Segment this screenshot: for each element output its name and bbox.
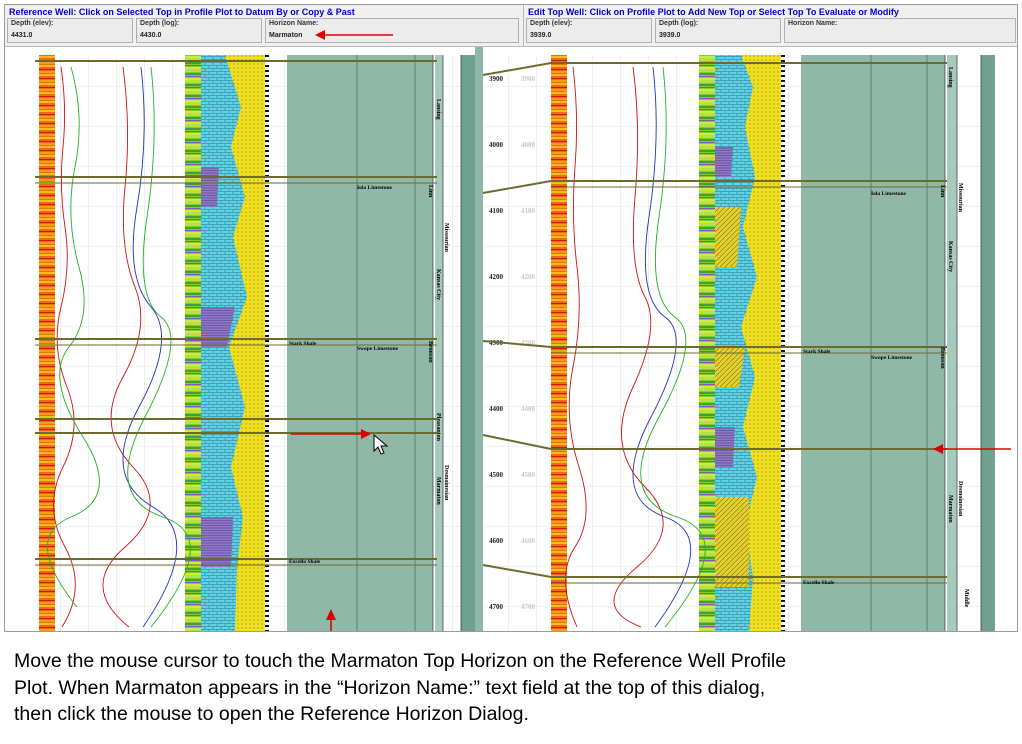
- ref-column-label: Lansing: [435, 99, 441, 120]
- edit-column-label: Marmaton: [947, 495, 953, 523]
- arrow-to-reference-panel: [326, 609, 336, 631]
- annotation-arrows: [291, 429, 1011, 631]
- edit-column-label: Linn: [939, 185, 945, 198]
- instruction-caption: Move the mouse cursor to touch the Marma…: [14, 648, 1004, 728]
- edit-well-plot[interactable]: 3900 4000 4100 4200 4300 4400 4500 4600 …: [482, 55, 995, 631]
- field-label: Depth (log):: [140, 20, 180, 27]
- edit-depth-log-field[interactable]: Depth (log): 3939.0: [655, 18, 781, 43]
- depth-tick-label: 4400: [521, 405, 536, 413]
- edit-column-label: Kansas City: [947, 241, 953, 272]
- edit-top-label[interactable]: Excello Shale: [803, 580, 835, 586]
- depth-tick-label: 4700: [489, 603, 504, 611]
- field-label: Depth (log):: [659, 20, 699, 27]
- ref-top-label[interactable]: Swope Limestone: [357, 346, 399, 352]
- ref-column-label: Marmaton: [435, 477, 441, 505]
- ref-column-label: Linn: [427, 185, 433, 198]
- ref-column-label: Missourian: [443, 223, 449, 253]
- depth-tick-label: 4100: [521, 207, 536, 215]
- caption-line: Plot. When Marmaton appears in the “Hori…: [14, 676, 766, 699]
- depth-tick-label: 4500: [521, 471, 536, 479]
- depth-tick-label: 4600: [489, 537, 504, 545]
- ref-column-label: Desmoinesian: [443, 465, 449, 501]
- ref-top-label[interactable]: Iola Limestone: [357, 185, 393, 191]
- mouse-pointer-icon: [373, 434, 389, 455]
- ref-top-label[interactable]: Stark Shale: [289, 341, 317, 347]
- depth-tick-label: 3900: [489, 75, 504, 83]
- reference-well-title: Reference Well: Click on Selected Top in…: [9, 7, 355, 17]
- edit-top-label[interactable]: Stark Shale: [803, 349, 831, 355]
- caption-line: then click the mouse to open the Referen…: [14, 703, 529, 725]
- field-label: Depth (elev):: [11, 20, 54, 27]
- edit-column-label: Missourian: [957, 183, 963, 213]
- reference-depth-elev-field[interactable]: Depth (elev): 4431.0: [7, 18, 133, 43]
- field-value: Marmaton: [269, 32, 303, 39]
- field-label: Horizon Name:: [788, 20, 838, 27]
- reference-well-plot[interactable]: Iola Limestone Stark Shale Swope Limesto…: [35, 55, 475, 631]
- ref-column-label: Kansas City: [435, 269, 441, 300]
- edit-column-label: Middle: [963, 589, 969, 608]
- depth-tick-label: 4300: [521, 339, 536, 347]
- reference-horizon-name-field[interactable]: Horizon Name: Marmaton: [265, 18, 519, 43]
- profile-plot[interactable]: Iola Limestone Stark Shale Swope Limesto…: [5, 47, 1017, 631]
- depth-tick-label: 4000: [521, 141, 536, 149]
- correlation-dialog: Reference Well: Click on Selected Top in…: [4, 4, 1018, 632]
- edit-depth-elev-field[interactable]: Depth (elev): 3939.0: [526, 18, 652, 43]
- depth-tick-label: 3900: [521, 75, 536, 83]
- edit-column-label: Lansing: [947, 67, 953, 88]
- field-label: Depth (elev):: [530, 20, 573, 27]
- edit-top-label[interactable]: Iola Limestone: [871, 191, 907, 197]
- arrow-to-marmaton-edit: [933, 444, 1011, 454]
- depth-tick-label: 4400: [489, 405, 504, 413]
- ref-top-label[interactable]: Excello Shale: [289, 559, 321, 565]
- arrow-to-marmaton-reference: [291, 429, 371, 439]
- edit-well-header: Edit Top Well: Click on Profile Plot to …: [523, 5, 1017, 47]
- field-value: 4430.0: [140, 32, 162, 39]
- field-label: Horizon Name:: [269, 20, 319, 27]
- ref-column-label: Pleasanton: [435, 413, 441, 442]
- edit-well-title: Edit Top Well: Click on Profile Plot to …: [528, 7, 899, 17]
- reference-well-header: Reference Well: Click on Selected Top in…: [5, 5, 523, 47]
- edit-column-label: Desmoinesian: [957, 481, 963, 517]
- caption-line: Move the mouse cursor to touch the Marma…: [14, 650, 787, 672]
- field-value: 3939.0: [530, 32, 552, 39]
- depth-tick-label: 4200: [521, 273, 536, 281]
- depth-tick-label: 4700: [521, 603, 536, 611]
- edit-column-label: Bronson: [939, 347, 945, 369]
- depth-tick-label: 4100: [489, 207, 504, 215]
- depth-tick-label: 4200: [489, 273, 504, 281]
- depth-tick-label: 4500: [489, 471, 504, 479]
- field-value: 4431.0: [11, 32, 33, 39]
- reference-depth-log-field[interactable]: Depth (log): 4430.0: [136, 18, 262, 43]
- edit-top-label[interactable]: Swope Limestone: [871, 355, 913, 361]
- field-value: 3939.0: [659, 32, 681, 39]
- ref-column-label: Bronson: [427, 341, 433, 363]
- depth-tick-label: 4600: [521, 537, 536, 545]
- arrow-to-horizon-name: [315, 30, 393, 40]
- edit-horizon-name-field[interactable]: Horizon Name:: [784, 18, 1016, 43]
- depth-tick-label: 4000: [489, 141, 504, 149]
